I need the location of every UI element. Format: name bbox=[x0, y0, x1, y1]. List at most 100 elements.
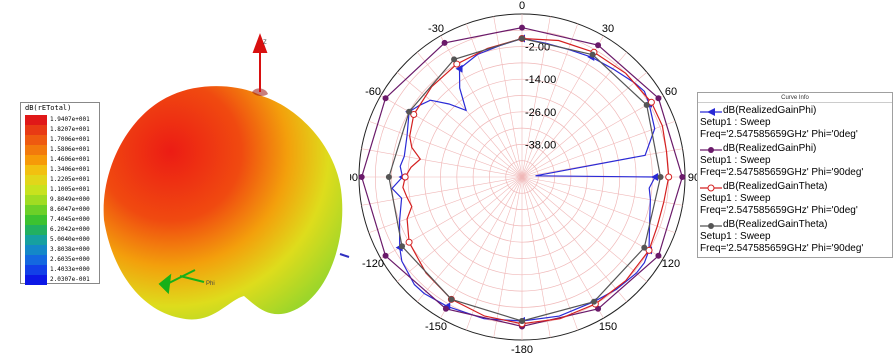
color-scale-title: dB(rETotal) bbox=[25, 104, 72, 112]
series-marker bbox=[410, 111, 418, 119]
color-swatch bbox=[25, 205, 47, 215]
series-marker bbox=[519, 317, 525, 324]
series-marker bbox=[641, 244, 648, 251]
polar-grid-spoke bbox=[493, 16, 523, 178]
radial-tick-label: -2.00 bbox=[525, 42, 550, 54]
z-axis-arrow bbox=[252, 33, 268, 92]
series-marker bbox=[519, 24, 525, 31]
polar-chart: 0 30 60 90 120 150 -180 -150 -120 -90 -60 -30 -2.00 -… bbox=[350, 0, 697, 356]
angle-tick-label: 90 bbox=[688, 172, 697, 184]
polar-grid-spoke bbox=[521, 176, 683, 206]
series-marker bbox=[655, 252, 662, 259]
series-marker bbox=[406, 108, 413, 115]
angle-tick-label: -120 bbox=[362, 258, 384, 270]
series-marker bbox=[401, 173, 409, 181]
legend-series-setup: Setup1 : Sweep bbox=[700, 231, 771, 242]
polar-grid-spoke bbox=[521, 51, 628, 178]
color-scale-label: 9.8049e+000 bbox=[50, 196, 90, 203]
series-marker bbox=[441, 39, 448, 46]
color-scale-label: 5.0040e+000 bbox=[50, 236, 90, 243]
color-swatch bbox=[25, 245, 47, 255]
angle-tick-label: 30 bbox=[602, 23, 614, 35]
polar-grid-spoke bbox=[396, 176, 523, 283]
series-marker bbox=[643, 102, 650, 109]
polar-grid-spoke bbox=[440, 176, 523, 319]
polar-grid-spoke bbox=[368, 120, 523, 178]
curve-info-legend: Curve Info dB(RealizedGainPhi) Setup1 : S… bbox=[697, 92, 893, 258]
color-swatch bbox=[25, 235, 47, 245]
color-swatch bbox=[25, 215, 47, 225]
color-scale-label: 1.7006e+001 bbox=[50, 136, 90, 143]
series-marker bbox=[399, 243, 406, 250]
series-marker bbox=[589, 51, 596, 58]
lobe-top-dimple bbox=[252, 88, 268, 97]
legend-swatch bbox=[700, 108, 722, 116]
legend-series-setup: Setup1 : Sweep bbox=[700, 155, 771, 166]
series-marker bbox=[448, 296, 455, 303]
color-swatch bbox=[25, 135, 47, 145]
series-marker bbox=[451, 56, 458, 63]
polar-grid-spoke bbox=[521, 176, 628, 303]
series-marker bbox=[651, 173, 659, 181]
legend-swatch bbox=[700, 223, 722, 229]
legend-series-setup: Setup1 : Sweep bbox=[700, 117, 771, 128]
legend-entry: dB(RealizedGainTheta) Setup1 : Sweep Freq=… bbox=[699, 181, 891, 218]
color-swatch bbox=[25, 275, 47, 285]
series-marker bbox=[442, 305, 449, 312]
legend-series-freq: Freq='2.547585659GHz' Phi='0deg' bbox=[700, 205, 858, 216]
color-scale-label: 2.6035e+000 bbox=[50, 256, 90, 263]
color-swatch bbox=[25, 225, 47, 235]
polar-grid-spoke bbox=[368, 176, 523, 234]
color-scale-label: 1.4606e+001 bbox=[50, 156, 90, 163]
polar-grid-spoke bbox=[521, 35, 604, 178]
series-marker bbox=[453, 60, 461, 68]
legend-series-setup: Setup1 : Sweep bbox=[700, 193, 771, 204]
legend-swatch bbox=[700, 184, 722, 192]
color-scale-label: 1.3406e+001 bbox=[50, 166, 90, 173]
series-marker bbox=[519, 35, 525, 42]
polar-grid-spoke bbox=[361, 148, 523, 178]
series-marker bbox=[595, 42, 602, 49]
angle-tick-label: -90 bbox=[350, 172, 358, 184]
color-scale-legend: dB(rETotal) 1.9407e+001 1.8207e+001 1.7006… bbox=[20, 102, 100, 285]
legend-series-name: dB(RealizedGainTheta) bbox=[723, 219, 828, 230]
angle-tick-label: 60 bbox=[665, 86, 677, 98]
series-marker bbox=[655, 95, 662, 102]
color-scale-label: 3.8038e+000 bbox=[50, 246, 90, 253]
polar-grid-spoke bbox=[465, 23, 523, 178]
polar-grid-spoke bbox=[416, 176, 523, 303]
polar-grid-spoke bbox=[521, 176, 579, 331]
3d-radiation-pattern-panel: Z Phi dB(rETotal) 1.9407e+001 1.8207e+001… bbox=[0, 0, 350, 356]
polar-grid-spoke bbox=[521, 176, 551, 338]
color-swatch bbox=[25, 265, 47, 275]
polar-grid-spoke bbox=[521, 176, 664, 259]
color-scale-label: 6.2042e+000 bbox=[50, 226, 90, 233]
polar-grid-spoke bbox=[521, 176, 648, 283]
color-swatch bbox=[25, 155, 47, 165]
color-swatch bbox=[25, 195, 47, 205]
legend-swatch bbox=[700, 147, 722, 153]
series-marker bbox=[385, 174, 392, 180]
color-scale-label: 1.5806e+001 bbox=[50, 146, 90, 153]
series-marker bbox=[405, 238, 413, 246]
color-swatch bbox=[25, 255, 47, 265]
polar-grid-spoke bbox=[493, 176, 523, 338]
color-scale-label: 8.6047e+000 bbox=[50, 206, 90, 213]
legend-series-name: dB(RealizedGainPhi) bbox=[723, 143, 817, 154]
series-marker bbox=[657, 174, 664, 180]
series-marker bbox=[358, 174, 365, 180]
legend-entry: dB(RealizedGainPhi) Setup1 : Sweep Freq='2… bbox=[699, 105, 891, 142]
legend-series-freq: Freq='2.547585659GHz' Phi='0deg' bbox=[700, 129, 858, 140]
series-marker bbox=[645, 246, 653, 254]
color-scale-label: 1.2205e+001 bbox=[50, 176, 90, 183]
polar-grid-spoke bbox=[521, 71, 648, 178]
angle-tick-label: 120 bbox=[662, 258, 680, 270]
radial-tick-label: -14.00 bbox=[525, 74, 556, 86]
radial-tick-label: -38.00 bbox=[525, 139, 556, 151]
legend-series-freq: Freq='2.547585659GHz' Phi='90deg' bbox=[700, 167, 864, 178]
angle-tick-label: -180 bbox=[511, 344, 533, 356]
legend-series-name: dB(RealizedGainPhi) bbox=[723, 105, 817, 116]
color-scale-label: 1.1005e+001 bbox=[50, 186, 90, 193]
series-marker bbox=[382, 252, 389, 259]
polar-grid-spoke bbox=[521, 95, 664, 178]
